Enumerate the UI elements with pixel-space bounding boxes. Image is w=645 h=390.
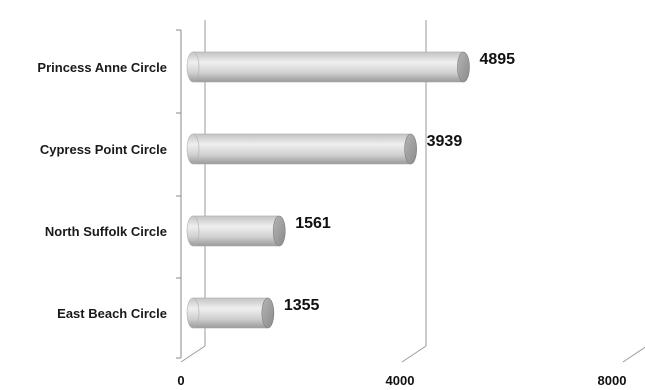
data-label: 1355 xyxy=(284,297,320,314)
data-label: 4895 xyxy=(479,51,515,68)
bar xyxy=(192,215,280,247)
bar-start-cap xyxy=(186,297,200,329)
category-label: East Beach Circle xyxy=(57,306,167,321)
x-tick-label: 0 xyxy=(177,373,184,388)
floor-line xyxy=(622,346,645,363)
data-label: 3939 xyxy=(427,133,463,150)
bar xyxy=(192,133,411,165)
floor-line xyxy=(401,345,427,363)
floor-line xyxy=(180,345,206,363)
labels: Princess Anne Circle 4895 Cypress Point Ci… xyxy=(37,51,626,388)
bars xyxy=(186,51,470,329)
category-label: Princess Anne Circle xyxy=(37,60,167,75)
axes xyxy=(176,29,182,359)
x-tick-label: 4000 xyxy=(386,373,415,388)
bar-end-cap xyxy=(457,51,470,83)
bar-end-cap xyxy=(404,133,417,165)
bar-end-cap xyxy=(272,215,286,247)
bar xyxy=(192,51,464,83)
category-label: North Suffolk Circle xyxy=(45,224,167,239)
bar-start-cap xyxy=(186,133,200,165)
bar xyxy=(192,297,269,329)
data-label: 1561 xyxy=(295,215,331,232)
bar-start-cap xyxy=(186,215,200,247)
bar-start-cap xyxy=(186,51,200,83)
bar-end-cap xyxy=(261,297,275,329)
x-tick-label: 8000 xyxy=(598,373,627,388)
category-label: Cypress Point Circle xyxy=(40,142,167,157)
